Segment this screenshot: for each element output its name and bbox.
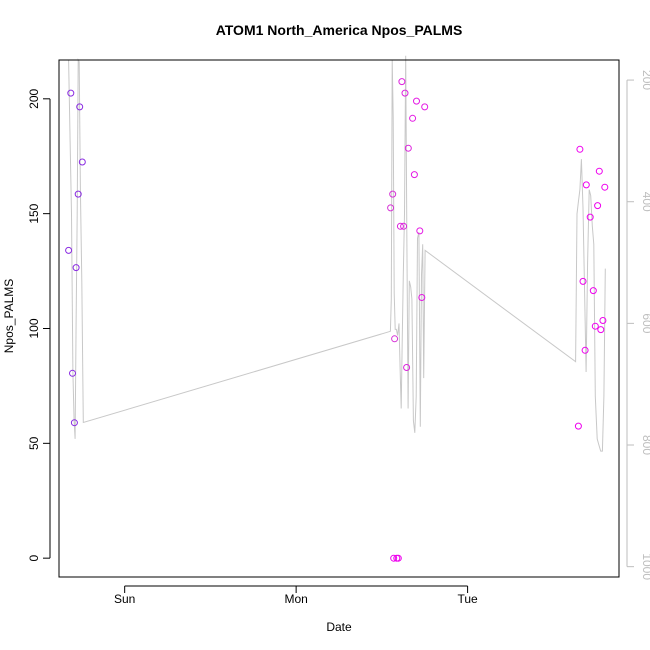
data-point bbox=[78, 158, 86, 166]
chart-title: ATOM1 North_America Npos_PALMS bbox=[216, 22, 463, 38]
data-point bbox=[413, 97, 420, 105]
data-point bbox=[595, 167, 603, 175]
data-point bbox=[416, 227, 424, 235]
data-point bbox=[418, 294, 426, 301]
data-point bbox=[410, 171, 418, 179]
y-axis: 0 50 100 150 200 bbox=[27, 88, 51, 562]
line-layer bbox=[68, 55, 606, 452]
data-point bbox=[391, 335, 399, 343]
data-point bbox=[394, 554, 402, 562]
x-axis: Sun Mon Tue bbox=[114, 585, 478, 606]
data-point bbox=[398, 78, 406, 86]
y-right-tick-label: 600 bbox=[640, 313, 650, 333]
y-right-tick-label: 400 bbox=[640, 192, 650, 212]
data-point bbox=[589, 287, 597, 295]
data-point bbox=[390, 554, 398, 562]
data-point bbox=[65, 246, 73, 254]
data-point bbox=[400, 222, 408, 230]
data-point bbox=[69, 369, 76, 377]
y-axis-label: Npos_PALMS bbox=[2, 279, 16, 353]
data-point bbox=[594, 202, 602, 210]
data-point bbox=[586, 213, 594, 221]
data-point bbox=[67, 89, 75, 97]
y-right-tick-label: 200 bbox=[640, 70, 650, 90]
data-point bbox=[70, 419, 78, 427]
data-point bbox=[409, 114, 417, 122]
y-tick-label: 150 bbox=[27, 203, 41, 223]
data-point bbox=[576, 145, 584, 153]
data-point bbox=[601, 183, 609, 191]
data-point bbox=[574, 422, 582, 430]
data-point bbox=[403, 364, 411, 371]
x-axis-label: Date bbox=[326, 620, 352, 634]
data-point bbox=[599, 317, 607, 324]
data-point bbox=[401, 89, 409, 97]
y-tick-label: 0 bbox=[27, 555, 41, 562]
data-point bbox=[597, 326, 605, 334]
data-point bbox=[387, 204, 395, 212]
data-point bbox=[582, 181, 590, 189]
data-point bbox=[76, 103, 84, 111]
x-tick-label: Tue bbox=[457, 592, 478, 606]
plot-area-border bbox=[58, 59, 620, 578]
data-point bbox=[579, 277, 587, 285]
series-line bbox=[68, 55, 606, 452]
data-point bbox=[421, 103, 429, 111]
x-tick-label: Mon bbox=[284, 592, 307, 606]
y-tick-label: 50 bbox=[27, 436, 41, 450]
data-point bbox=[581, 346, 589, 354]
y-axis-right: 200 400 600 800 1000 bbox=[626, 70, 650, 580]
data-point bbox=[389, 190, 397, 198]
y-tick-label: 200 bbox=[27, 88, 41, 108]
data-point bbox=[591, 322, 599, 330]
x-tick-label: Sun bbox=[114, 592, 135, 606]
y-right-tick-label: 800 bbox=[640, 435, 650, 455]
data-point bbox=[396, 222, 404, 230]
data-point bbox=[72, 264, 80, 272]
y-right-tick-label: 1000 bbox=[640, 553, 650, 580]
data-point bbox=[404, 144, 412, 152]
y-tick-label: 100 bbox=[27, 318, 41, 338]
points-layer bbox=[65, 78, 609, 562]
data-point bbox=[74, 190, 82, 198]
